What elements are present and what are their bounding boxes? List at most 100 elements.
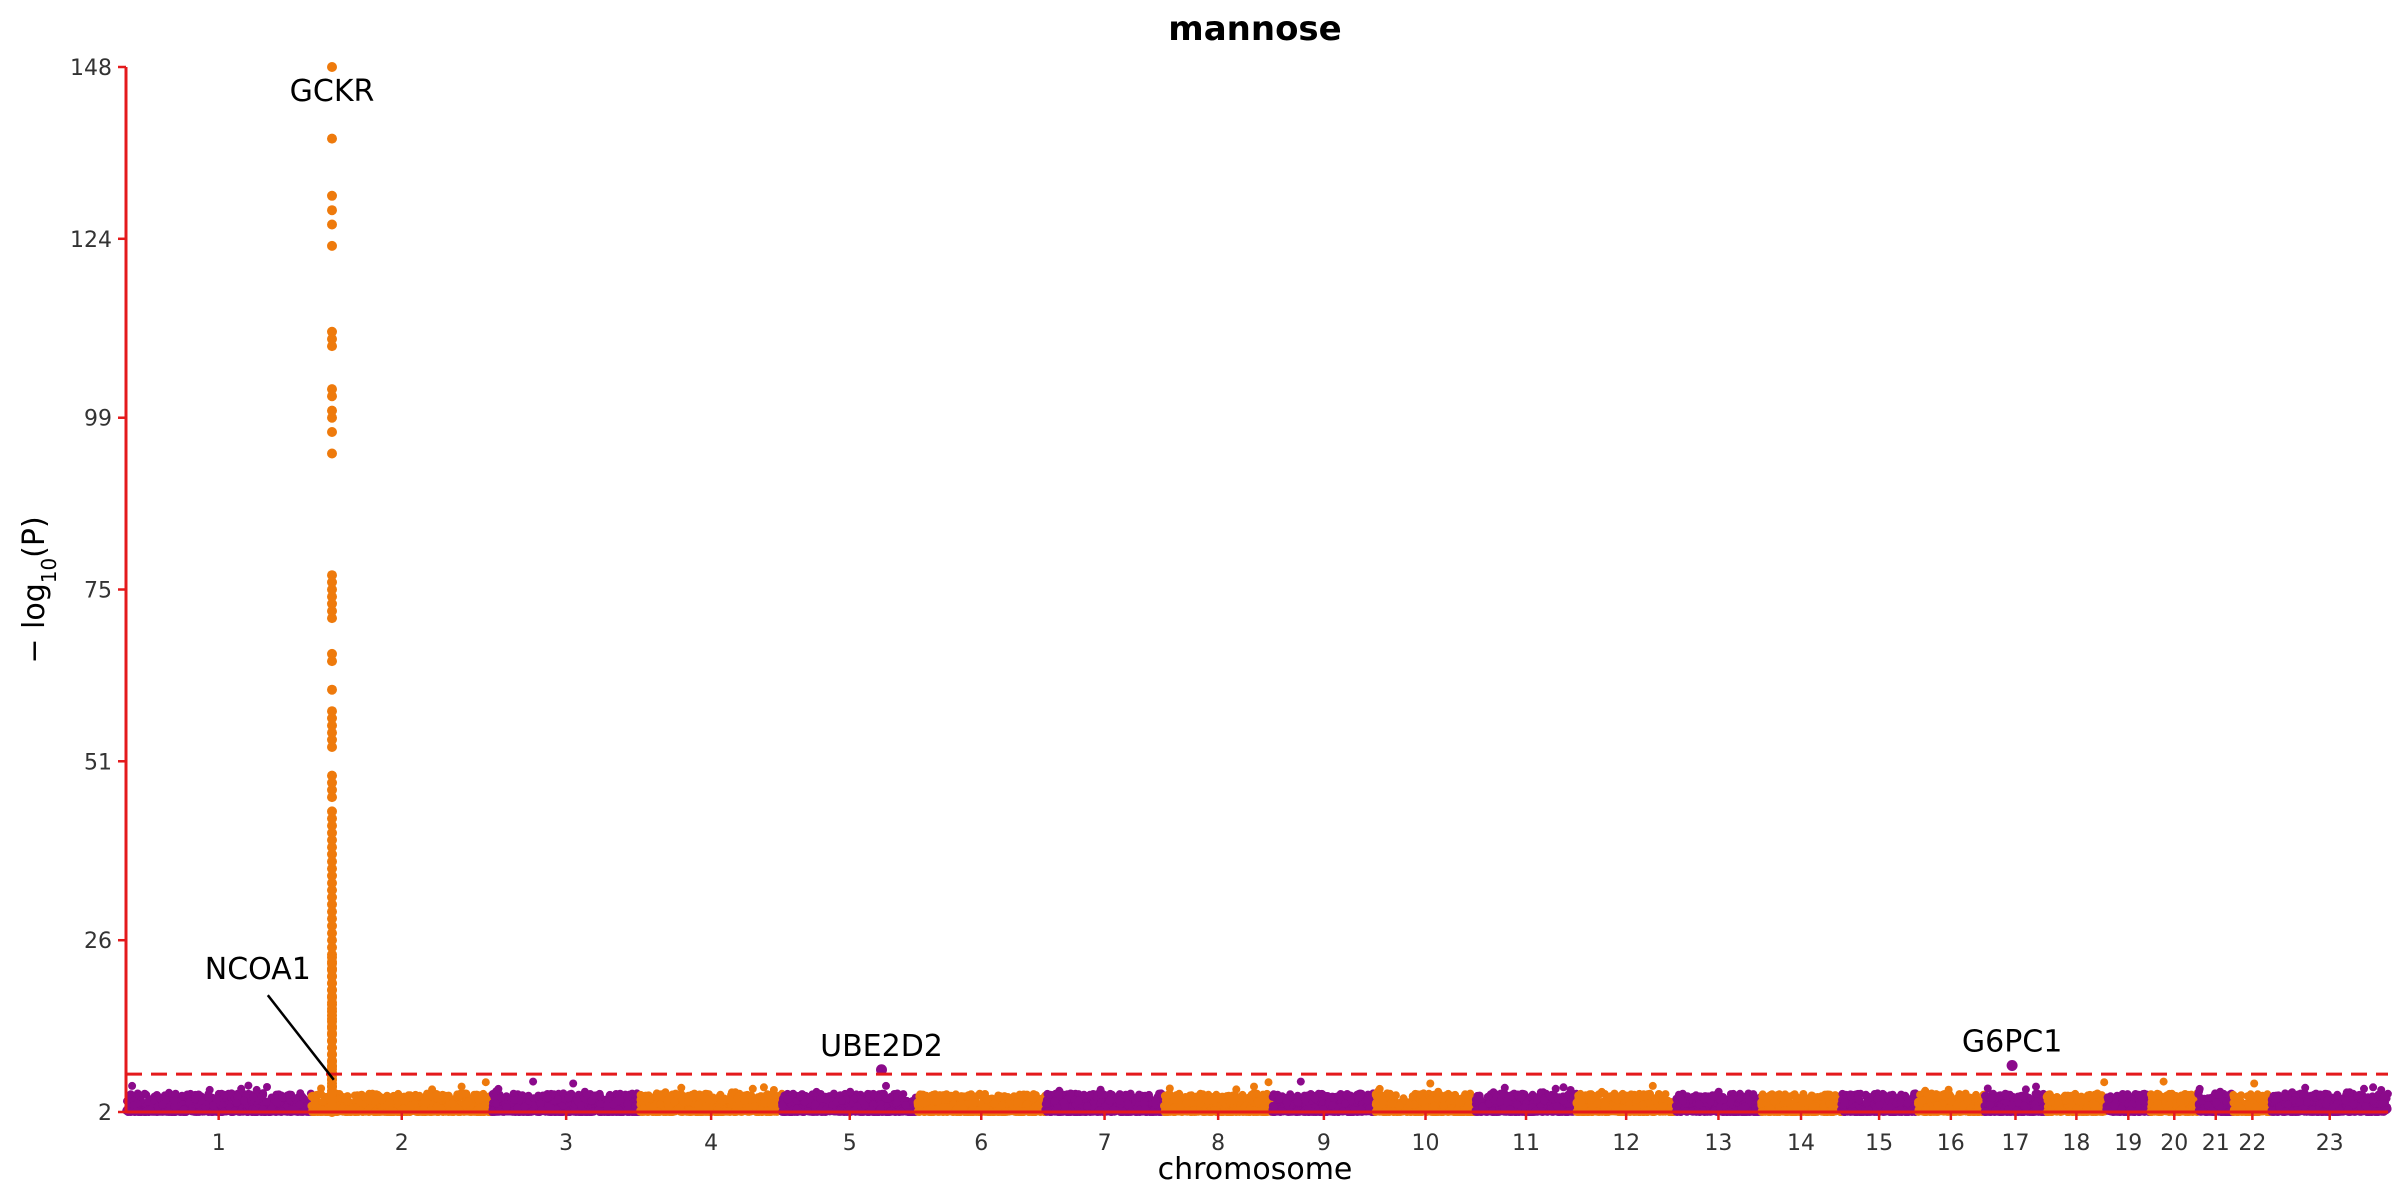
data-point-chr2 [360, 1092, 369, 1101]
data-point-chr5 [837, 1096, 846, 1105]
data-point-chr3 [520, 1102, 529, 1111]
data-point-chr2 [481, 1078, 490, 1087]
data-point-chr6 [927, 1091, 936, 1100]
data-point-chr4 [694, 1101, 702, 1110]
data-point-chr6 [1000, 1092, 1009, 1101]
data-point-chr5 [869, 1089, 878, 1098]
chart-title: mannose [1168, 9, 1341, 49]
data-point-chr2 [432, 1091, 441, 1100]
data-point-chr1 [252, 1085, 261, 1094]
data-point-chr5 [811, 1100, 820, 1109]
data-point-chr5 [846, 1087, 855, 1096]
data-point-chr1 [171, 1090, 180, 1099]
data-point-chr3 [582, 1090, 591, 1099]
data-point-chr8 [1264, 1078, 1273, 1087]
data-point-chr1 [285, 1090, 294, 1099]
data-point-chr4 [759, 1083, 768, 1092]
data-point-chr1 [296, 1089, 305, 1098]
data-point-chr3 [502, 1103, 511, 1112]
data-point-chr6 [919, 1090, 927, 1099]
data-point-chr4 [748, 1084, 757, 1093]
data-point-chr5 [778, 1101, 787, 1110]
data-point-chr7 [1123, 1092, 1132, 1101]
data-point-chr5 [796, 1092, 805, 1101]
data-point-chr4 [684, 1097, 693, 1106]
data-point-chr6 [990, 1099, 999, 1108]
data-point-chr1 [263, 1083, 271, 1091]
data-point-chr6 [1013, 1098, 1022, 1107]
data-point-chr2 [462, 1100, 470, 1109]
data-point-chr4 [702, 1102, 711, 1111]
data-point-chr2 [389, 1091, 398, 1100]
data-point-chr7 [1061, 1102, 1069, 1111]
data-point-chr7 [1042, 1099, 1051, 1108]
data-point-chr8 [1250, 1082, 1258, 1091]
data-point-chr5 [783, 1095, 792, 1104]
data-point-chr8 [1191, 1092, 1200, 1101]
data-point-chr7 [1080, 1091, 1089, 1100]
data-point-chr4 [750, 1102, 759, 1111]
data-point-chr4 [673, 1090, 682, 1099]
data-point-chr2 [353, 1091, 362, 1100]
data-point-chr4 [642, 1095, 651, 1103]
data-point-chr2 [318, 1097, 327, 1106]
data-point-chr1 [300, 1095, 308, 1103]
data-point-chr7 [1083, 1102, 1092, 1111]
data-point-chr1 [220, 1090, 229, 1099]
data-point-chr1 [144, 1097, 153, 1106]
data-point-chr5 [883, 1094, 892, 1103]
data-point-chr5 [882, 1081, 890, 1090]
data-point-chr1 [232, 1098, 241, 1107]
data-point-chr2 [412, 1092, 421, 1101]
data-point-chr1 [150, 1096, 159, 1105]
data-point-chr4 [677, 1083, 686, 1092]
data-point-chr3 [614, 1096, 622, 1105]
data-point-chr7 [1066, 1089, 1075, 1098]
data-point-chr4 [704, 1095, 713, 1104]
data-point-chr2 [444, 1091, 453, 1100]
data-point-chr6 [935, 1091, 944, 1100]
data-point-chr1 [244, 1081, 253, 1090]
data-points [122, 62, 2392, 1117]
data-point-chr2 [481, 1101, 490, 1110]
data-point-chr6 [920, 1099, 928, 1108]
data-point-chr1 [197, 1096, 206, 1105]
data-point-chr4 [756, 1092, 765, 1101]
data-point-chr1 [209, 1101, 218, 1110]
data-point-chr3 [554, 1095, 563, 1104]
data-point-chr3 [510, 1096, 518, 1104]
data-point-chr3 [623, 1092, 632, 1101]
data-point-chr3 [577, 1101, 585, 1110]
data-point-chr4 [664, 1102, 673, 1111]
data-point-chr2 [457, 1082, 466, 1091]
data-point-chr6 [983, 1095, 992, 1104]
data-point-chr3 [564, 1094, 573, 1103]
data-point-chr3 [603, 1101, 611, 1110]
data-point-chr3 [490, 1093, 499, 1102]
data-point-chr8 [1176, 1103, 1185, 1112]
data-point-chr6 [939, 1103, 948, 1112]
data-point-chr1 [128, 1081, 137, 1090]
data-point-chr1 [158, 1100, 167, 1109]
data-point-chr2 [309, 1092, 318, 1100]
data-point-chr3 [590, 1092, 599, 1100]
data-point-chr8 [1228, 1097, 1236, 1106]
data-point-chr1 [262, 1097, 271, 1106]
data-point-chr7 [1097, 1090, 1106, 1099]
data-point-chr3 [529, 1094, 538, 1103]
data-point-chr8 [1238, 1090, 1247, 1099]
data-point-chr4 [654, 1090, 663, 1099]
data-point-chr4 [726, 1096, 735, 1105]
data-point-chr7 [1151, 1097, 1160, 1105]
data-point-chr3 [543, 1093, 552, 1102]
data-point-chr2 [474, 1096, 483, 1105]
data-point-chr7 [1106, 1096, 1115, 1105]
data-point-chr2 [461, 1089, 470, 1098]
data-point-chr3 [569, 1079, 578, 1088]
data-point-chr1 [257, 1092, 266, 1101]
data-point-chr4 [656, 1100, 664, 1109]
data-point-chr1 [272, 1097, 281, 1106]
data-point-chr1 [295, 1100, 304, 1109]
data-point-chr3 [529, 1077, 538, 1086]
